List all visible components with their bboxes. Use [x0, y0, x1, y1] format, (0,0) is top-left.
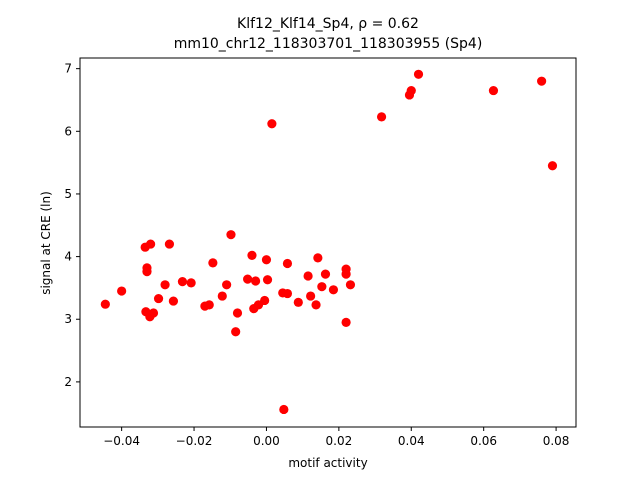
data-point: [186, 278, 196, 288]
data-point: [217, 291, 227, 301]
data-point: [100, 299, 110, 309]
data-point: [168, 296, 179, 306]
data-points: [100, 69, 558, 415]
data-point: [231, 327, 241, 337]
data-point: [303, 271, 313, 281]
chart-title-line2: mm10_chr12_118303701_118303955 (Sp4): [174, 36, 483, 52]
x-axis-ticks: −0.04 −0.02 0.00 0.02 0.04 0.06 0.08: [103, 427, 569, 448]
y-tick-label: 2: [64, 375, 72, 389]
data-point: [488, 85, 499, 96]
data-point: [243, 274, 253, 284]
x-tick-label: −0.02: [176, 434, 213, 448]
data-point: [317, 282, 327, 292]
x-tick-label: 0.06: [470, 434, 497, 448]
data-point: [293, 297, 303, 307]
data-point: [279, 404, 289, 415]
y-tick-label: 7: [64, 62, 72, 76]
y-axis-ticks: 2 3 4 5 6 7: [64, 62, 80, 389]
data-point: [341, 269, 351, 279]
data-point: [345, 280, 356, 290]
data-point: [262, 275, 273, 285]
data-point: [177, 277, 188, 287]
x-tick-label: 0.04: [398, 434, 425, 448]
chart-title-line1: Klf12_Klf14_Sp4, ρ = 0.62: [237, 16, 419, 32]
data-point: [164, 239, 175, 249]
y-tick-label: 5: [64, 187, 72, 201]
y-tick-label: 4: [64, 250, 72, 264]
data-point: [282, 258, 293, 269]
data-point: [160, 280, 170, 290]
x-axis-label: motif activity: [288, 456, 367, 470]
data-point: [537, 76, 547, 86]
plot-frame: [79, 57, 577, 428]
data-point: [250, 276, 261, 286]
y-tick-label: 6: [64, 124, 72, 138]
data-point: [247, 250, 257, 260]
data-point: [406, 85, 416, 96]
data-point: [413, 69, 424, 79]
x-tick-label: −0.04: [103, 434, 140, 448]
data-point: [117, 286, 127, 296]
data-point: [226, 230, 236, 240]
data-point: [320, 269, 331, 279]
data-point: [204, 300, 214, 310]
y-axis-label: signal at CRE (ln): [39, 191, 53, 295]
data-point: [260, 295, 270, 306]
data-point: [208, 258, 218, 268]
data-point: [376, 112, 387, 122]
data-point: [261, 255, 272, 265]
data-point: [328, 285, 339, 295]
y-tick-label: 3: [64, 312, 72, 326]
data-point: [148, 308, 159, 318]
x-tick-label: 0.02: [326, 434, 353, 448]
data-point: [153, 293, 164, 304]
x-tick-label: 0.00: [253, 434, 280, 448]
data-point: [222, 280, 232, 290]
x-tick-label: 0.08: [543, 434, 570, 448]
data-point: [146, 239, 156, 249]
data-point: [267, 119, 277, 129]
data-point: [232, 308, 243, 318]
data-point: [313, 253, 323, 263]
data-point: [306, 291, 316, 301]
data-point: [341, 317, 351, 327]
data-point: [142, 267, 152, 277]
data-point: [547, 161, 558, 171]
data-point: [311, 300, 321, 310]
data-point: [282, 288, 293, 299]
